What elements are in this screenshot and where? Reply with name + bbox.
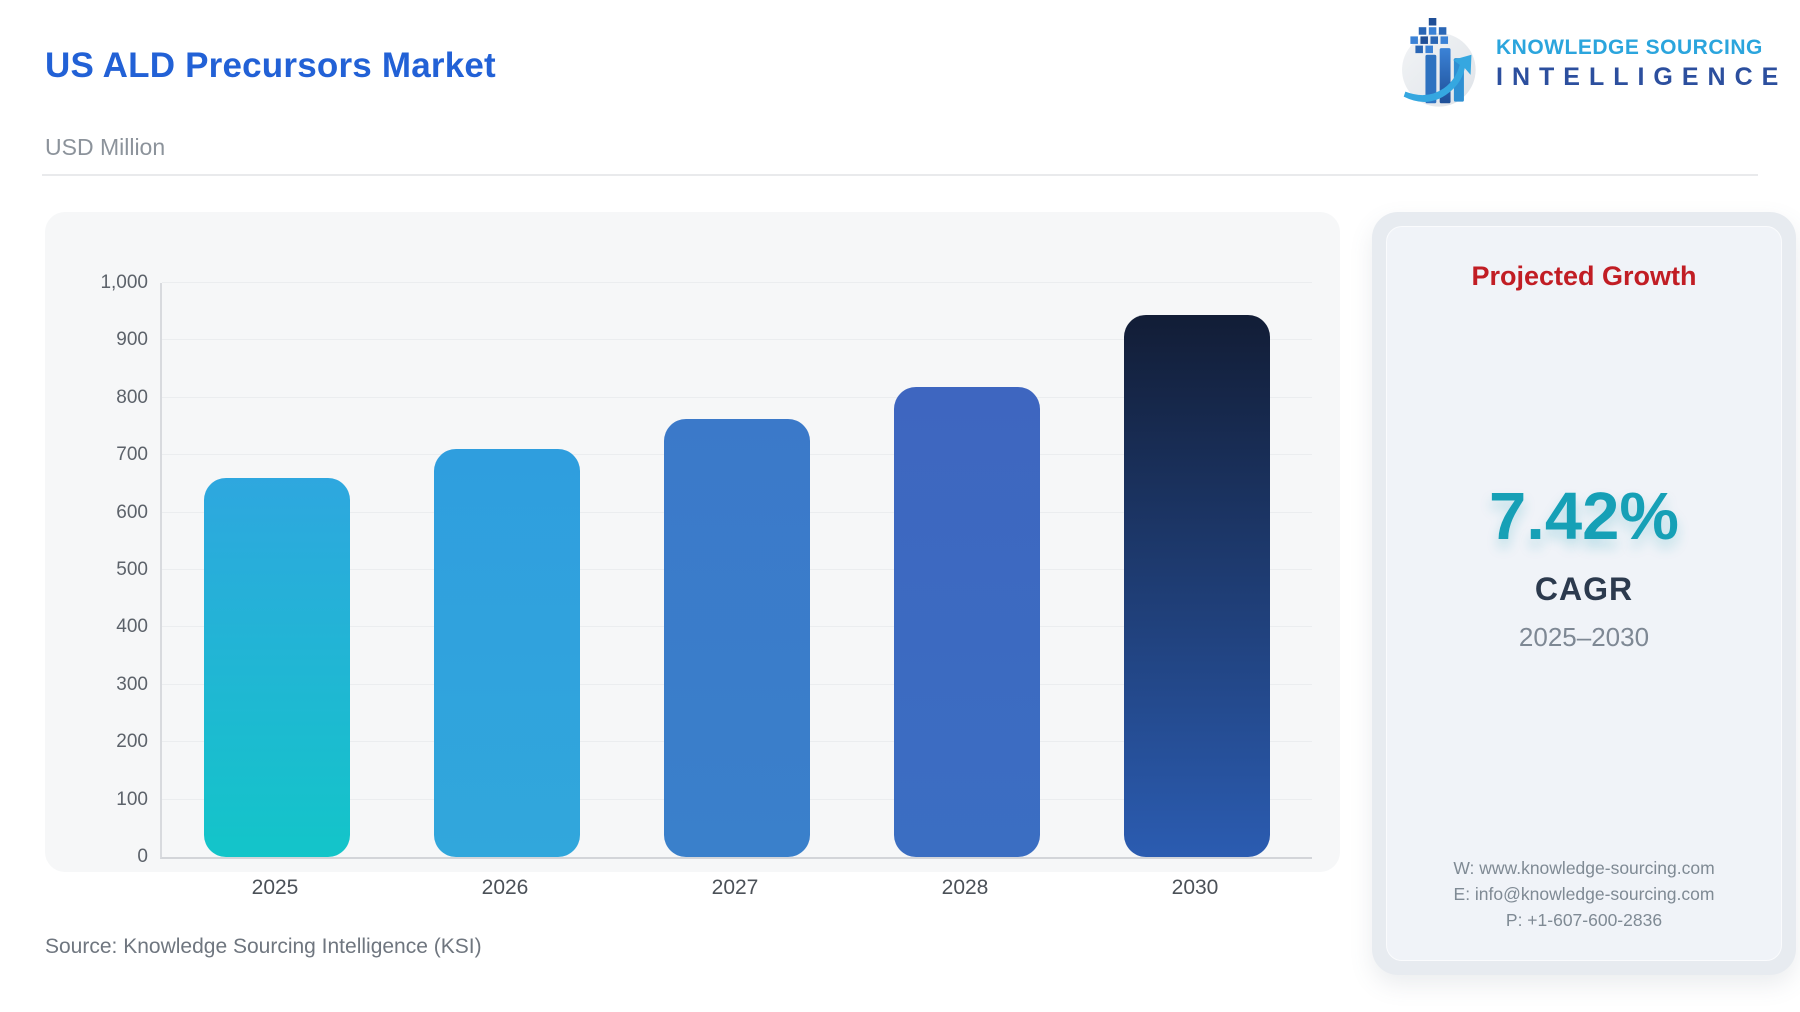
page-title: US ALD Precursors Market [45,46,496,85]
chart-card: 0 100 200 300 400 500 600 700 800 900 1,000 [45,212,1340,872]
projected-growth-panel: Projected Growth 7.42% CAGR 2025–2030 W:… [1372,212,1796,975]
x-axis-label: 2027 [711,876,759,899]
cagr-label: CAGR [1534,571,1634,607]
header-divider [42,174,1758,176]
gridline [162,339,1312,341]
logo-text-line1: KNOWLEDGE SOURCING [1496,36,1763,59]
y-axis-tick-label: 100 [116,788,148,810]
gridline [162,396,1312,398]
x-axis-label: 2028 [941,876,989,899]
bar-2028 [894,386,1040,857]
y-axis-tick-label: 200 [116,731,148,753]
contact-web: W: www.knowledge-sourcing.com [1453,858,1715,879]
contact-block: W: www.knowledge-sourcing.com E: info@kn… [1453,856,1714,934]
y-axis-tick-label: 300 [116,673,148,695]
bar-slot [1082,283,1312,857]
x-axis-label: 2025 [251,876,299,899]
company-logo: KNOWLEDGE SOURCING INTELLIGENCE [1392,16,1787,112]
bar-2026 [434,449,580,857]
y-axis-tick-label: 600 [116,501,148,523]
panel-title: Projected Growth [1471,261,1697,291]
x-axis: 2025 2026 2027 2028 2030 [160,876,1310,900]
bars-group [162,283,1312,857]
projected-growth-card: Projected Growth 7.42% CAGR 2025–2030 W:… [1386,226,1782,961]
y-axis-tick-label: 800 [116,386,148,408]
y-axis-tick-label: 500 [116,559,148,580]
bar-chart [160,282,1312,859]
y-axis-tick-label: 900 [116,329,148,351]
logo-text-line2: INTELLIGENCE [1496,63,1788,91]
x-axis-label: 2026 [481,876,529,899]
bar-slot [622,283,852,857]
y-axis-tick-label: 700 [116,444,148,466]
contact-phone: P: +1-607-600-2836 [1505,910,1663,931]
bar-slot [852,283,1082,857]
bar-slot [162,283,392,857]
bar-2030 [1124,314,1270,857]
y-axis-tick-label: 0 [137,846,148,867]
logo-arrow [1403,54,1472,102]
gridline [162,282,1312,283]
y-axis-tick-label: 400 [116,616,148,638]
contact-email: E: info@knowledge-sourcing.com [1453,884,1715,905]
y-axis: 0 100 200 300 400 500 600 700 800 900 1,000 [45,272,148,867]
logo-pixel-squares [1410,18,1449,54]
bar-2027 [664,419,810,857]
x-axis-label: 2030 [1171,876,1219,899]
cagr-period: 2025–2030 [1518,622,1650,652]
cagr-value: 7.42% [1489,479,1679,554]
logo-icon [1402,18,1476,107]
bar-2025 [204,477,350,857]
source-note: Source: Knowledge Sourcing Intelligence … [45,935,482,958]
units-label: USD Million [45,134,166,160]
y-axis-tick-label: 1,000 [100,272,148,293]
bar-slot [392,283,622,857]
